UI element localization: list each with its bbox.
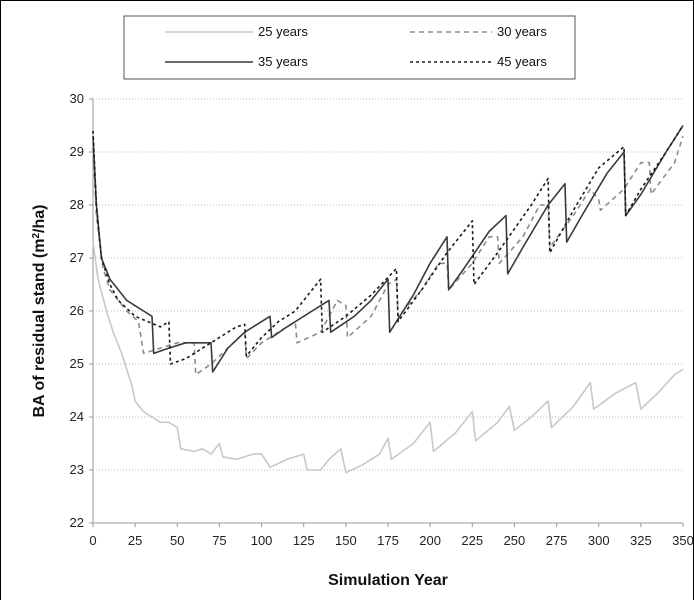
x-tick-label: 50 (170, 533, 184, 548)
x-tick-label: 325 (630, 533, 652, 548)
y-tick-label: 23 (70, 462, 84, 477)
legend-label: 35 years (258, 54, 308, 69)
x-tick-label: 25 (128, 533, 142, 548)
x-tick-labels: 0 25 50 75 100 125 150 175 200 225 250 275 300 325 350 (89, 523, 694, 548)
legend: 25 years 30 years 35 years 45 years (123, 15, 576, 80)
y-tick-label: 29 (70, 144, 84, 159)
series-line-30-years (92, 135, 684, 376)
x-tick-label: 225 (461, 533, 483, 548)
x-axis-title: Simulation Year (328, 572, 448, 589)
x-tick-label: 175 (377, 533, 399, 548)
y-axis-title-sup: 2 (31, 233, 42, 239)
x-tick-label: 100 (251, 533, 273, 548)
legend-label: 25 years (258, 24, 308, 39)
y-tick-label: 30 (70, 91, 84, 106)
x-tick-label: 200 (419, 533, 441, 548)
y-tick-label: 27 (70, 250, 84, 265)
x-tick-label: 0 (89, 533, 96, 548)
y-tick-label: 22 (70, 515, 84, 530)
x-tick-label: 350 (672, 533, 694, 548)
x-tick-label: 150 (335, 533, 357, 548)
x-tick-label: 300 (588, 533, 610, 548)
legend-box (123, 15, 576, 80)
y-axis-title: BA of residual stand (m2/ha) (31, 205, 49, 418)
y-tick-label: 28 (70, 197, 84, 212)
x-tick-label: 75 (212, 533, 226, 548)
y-tick-label: 24 (70, 409, 84, 424)
x-tick-label: 275 (546, 533, 568, 548)
y-tick-labels: 22 23 24 25 26 27 28 29 30 (70, 91, 93, 530)
series-line-35-years (92, 125, 684, 373)
series-line-25-years (92, 241, 684, 474)
x-tick-label: 250 (504, 533, 526, 548)
series-line-45-years (92, 125, 684, 365)
legend-label: 30 years (497, 24, 547, 39)
gridlines (93, 98, 683, 471)
series-layer (92, 125, 684, 474)
y-axis-title-end: /ha) (31, 205, 48, 233)
y-tick-label: 26 (70, 303, 84, 318)
y-tick-label: 25 (70, 356, 84, 371)
x-tick-label: 125 (293, 533, 315, 548)
legend-label: 45 years (497, 54, 547, 69)
y-axis-title-main: BA of residual stand (m (31, 239, 48, 418)
